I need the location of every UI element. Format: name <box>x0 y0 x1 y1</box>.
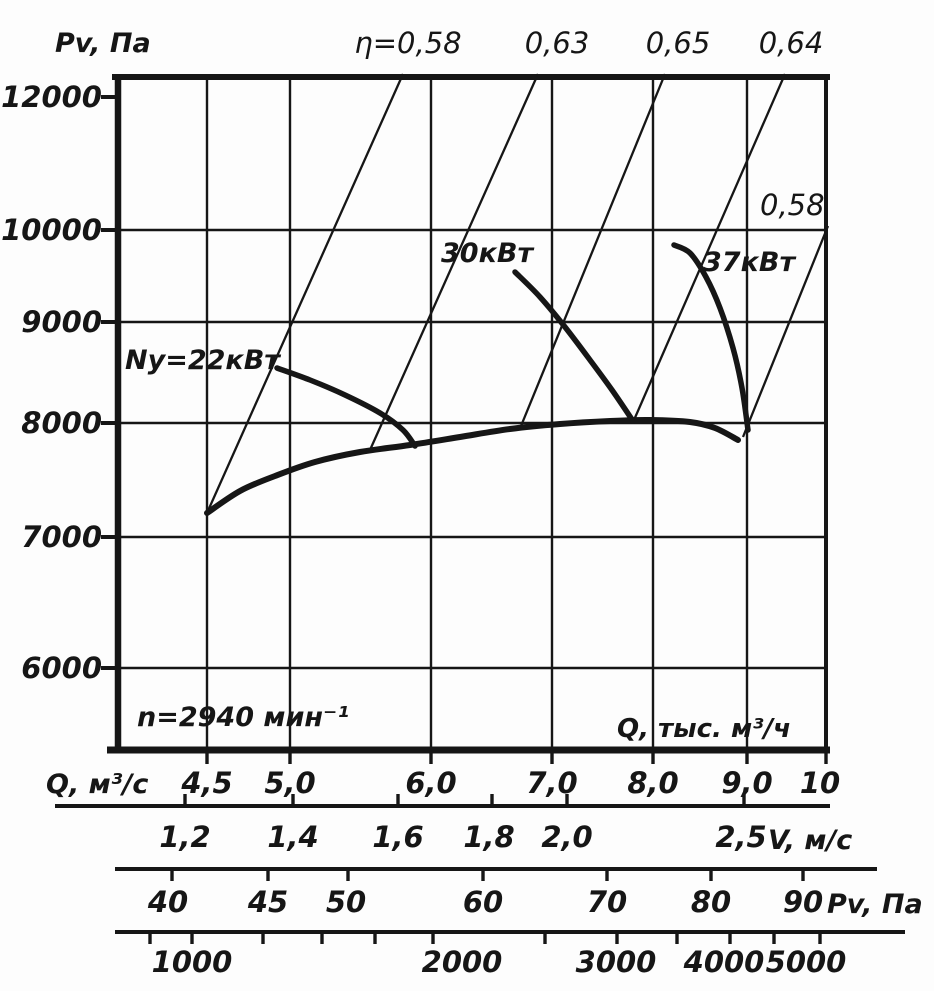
scale-tick-label: 6,0 <box>405 766 456 800</box>
bottom-scale-4: 1000 2000 3000 4000 5000 <box>115 930 905 979</box>
power-label-37kw: 37кВт <box>703 247 796 278</box>
bottom-scale-3: 40 45 50 60 70 80 90 <box>115 867 877 919</box>
efficiency-lines <box>205 73 830 514</box>
y-tick-label: 10000 <box>1 213 102 247</box>
eta-label-right-058: 0,58 <box>760 188 825 222</box>
power-curve-22kw <box>274 365 418 449</box>
scale-tick-label: 8,0 <box>627 766 678 800</box>
scale-tick-label: 7,0 <box>526 766 577 800</box>
eta-label-065: 0,65 <box>646 26 711 60</box>
scale-label-v-ms: V, м/с <box>768 825 852 856</box>
grid <box>115 74 828 750</box>
scale-tick-label: 80 <box>691 885 731 919</box>
scale-tick-label: 1,2 <box>159 820 210 854</box>
curves <box>204 242 751 516</box>
scale-tick-label: 60 <box>463 885 503 919</box>
scale-tick-label: 45 <box>247 885 288 919</box>
y-tick-label: 9000 <box>21 305 102 339</box>
scale-tick-label: 40 <box>147 885 188 919</box>
eta-label-058: η=0,58 <box>354 26 461 60</box>
eta-label-064: 0,64 <box>759 26 824 60</box>
y-tick-label: 7000 <box>21 520 102 554</box>
scale-tick-label: 4,5 <box>180 766 232 800</box>
scale-tick-label: 9,0 <box>721 766 772 800</box>
scale-tick-label: 10 <box>800 766 840 800</box>
power-curve-30kw <box>512 269 636 424</box>
scale-label-pv-pa: Pv, Па <box>827 889 923 920</box>
x-axis-title-thousands: Q, тыс. м³/ч <box>617 714 791 744</box>
scale-tick-label: 5000 <box>766 945 847 979</box>
y-axis: 12000 10000 9000 8000 7000 6000 <box>1 80 119 685</box>
scale-tick-label: 2000 <box>422 945 503 979</box>
generated-chart-layers: 12000 10000 9000 8000 7000 6000 4,5 5,0 6,0 7,0 8,… <box>1 73 905 979</box>
bottom-scale-1: 4,5 5,0 6,0 7,0 8,0 9,0 10 <box>107 746 840 800</box>
y-axis-title: Pv, Па <box>55 28 151 59</box>
speed-annotation: n=2940 мин⁻¹ <box>137 702 349 733</box>
scale-tick-label: 2,5 <box>715 820 766 854</box>
y-tick-label: 6000 <box>21 651 102 685</box>
efficiency-line <box>741 225 830 438</box>
scale-tick-label: 1000 <box>152 945 233 979</box>
y-tick-label: 8000 <box>21 406 102 440</box>
scale-tick-label: 3000 <box>576 945 657 979</box>
y-tick-label: 12000 <box>1 80 102 114</box>
scale-tick-label: 1,6 <box>372 820 423 854</box>
scale-tick-label: 1,4 <box>267 820 318 854</box>
efficiency-line <box>519 73 667 427</box>
fan-characteristic-curve <box>204 416 741 516</box>
scale-tick-label: 70 <box>587 885 627 919</box>
power-curve-37kw <box>671 242 751 433</box>
eta-label-063: 0,63 <box>525 26 590 60</box>
scale-tick-label: 5,0 <box>264 766 315 800</box>
efficiency-line <box>205 73 405 514</box>
power-label-30kw: 30кВт <box>441 238 534 269</box>
bottom-scale-2: 1,2 1,4 1,6 1,8 2,0 2,5 <box>55 794 830 854</box>
scale-tick-label: 90 <box>783 885 823 919</box>
efficiency-line <box>368 73 540 451</box>
plot-frame <box>112 74 830 753</box>
scale-label-q-m3s: Q, м³/с <box>46 769 148 800</box>
power-label-22kw: Ny=22кВт <box>125 345 281 376</box>
scale-tick-label: 50 <box>326 885 366 919</box>
scale-tick-label: 1,8 <box>463 820 514 854</box>
scale-tick-label: 2,0 <box>541 820 592 854</box>
scale-tick-label: 4000 <box>683 945 765 979</box>
efficiency-line <box>632 73 787 421</box>
